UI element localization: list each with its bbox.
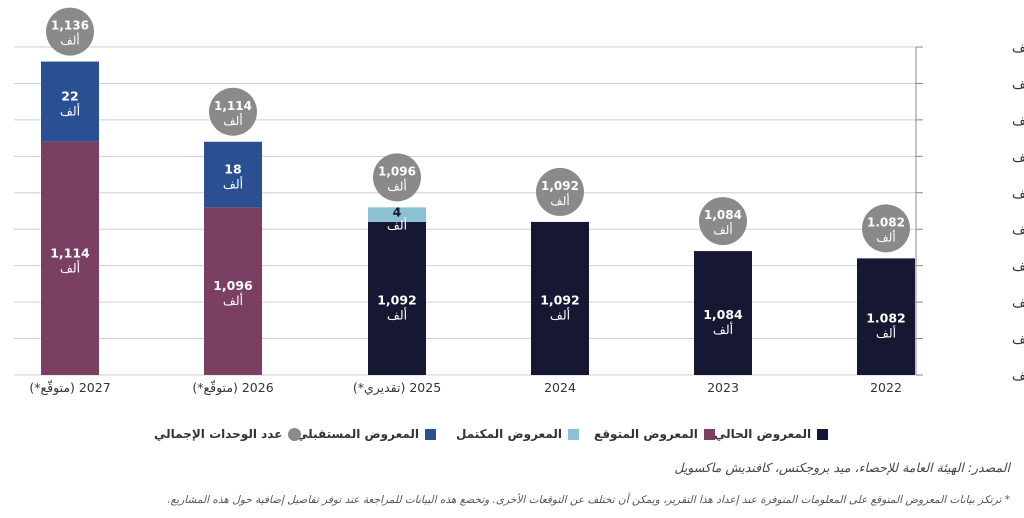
bar-value-label: 1,092 — [540, 292, 580, 307]
bar-unit-label: ألف — [713, 321, 733, 337]
bar-value-label: 18 — [224, 162, 241, 177]
footnote: * ترتكز بيانات المعروض المتوقع على المعل… — [167, 494, 1010, 506]
total-circle — [46, 7, 94, 56]
total-circle — [862, 204, 910, 253]
legend-swatch-expected — [703, 428, 715, 440]
bar-unit-label: ألف — [876, 325, 896, 341]
bar-unit-label: ألف — [60, 259, 80, 275]
legend-item-total: عدد الوحدات الإجمالي — [154, 424, 302, 444]
total-circle — [373, 153, 421, 202]
x-category-label: 2025 (تقديري*) — [353, 380, 441, 396]
bar-unit-label: ألف — [223, 292, 243, 308]
x-category-label: 2022 — [870, 380, 902, 395]
total-unit-label: ألف — [223, 113, 242, 128]
bar-value-label: 1,114 — [50, 245, 90, 260]
bar-segment — [368, 221, 426, 375]
total-value-label: 1,084 — [704, 208, 742, 222]
bar-value-label: 1,096 — [213, 278, 253, 293]
bar-segment — [694, 251, 752, 375]
bar-unit-label: ألف — [223, 176, 243, 192]
total-value-label: 1,092 — [541, 179, 579, 193]
bar-segment — [857, 258, 915, 375]
x-category-label: 2026 (متوقّع*) — [192, 380, 273, 396]
bar-segment — [41, 61, 99, 142]
y-tick-label: 1,050 ألف — [1012, 366, 1024, 384]
legend-label-total: عدد الوحدات الإجمالي — [154, 427, 283, 441]
x-category-label: 2024 — [544, 380, 576, 395]
legend-label-future: المعروض المستقبلي — [296, 427, 420, 441]
y-tick-label: 1,060 ألف — [1012, 330, 1024, 348]
y-tick-label: 1,110 ألف — [1012, 147, 1024, 165]
y-tick-label: 1,090 ألف — [1012, 220, 1024, 238]
bar-segment — [531, 221, 589, 375]
legend-label-completed: المعروض المكتمل — [456, 427, 562, 441]
source-note: المصدر: الهيئة العامة للإحصاء، ميد بروجك… — [674, 460, 1010, 475]
legend-label-current: المعروض الحالي — [714, 427, 812, 441]
total-value-label: 1.082 — [867, 215, 905, 229]
y-tick-label: 1,120 ألف — [1012, 111, 1024, 129]
legend-swatch-total — [288, 427, 302, 441]
bar-unit-label: ألف — [60, 103, 80, 119]
bar-unit-label: ألف — [387, 216, 407, 232]
gridlines — [14, 46, 923, 376]
bar-value-label: 1.082 — [866, 311, 906, 326]
legend-item-expected: المعروض المتوقع — [594, 424, 715, 444]
y-tick-label: 1,100 ألف — [1012, 184, 1024, 202]
y-tick-label: 1,130 ألف — [1012, 74, 1024, 92]
y-tick-label: 1,070 ألف — [1012, 293, 1024, 311]
x-category-label: 2023 — [707, 380, 739, 395]
bar-segment — [41, 141, 99, 375]
bar-unit-label: ألف — [387, 306, 407, 322]
x-axis-labels: 2027 (متوقّع*) 2026 (متوقّع*) 2025 (تقديري… — [29, 380, 902, 396]
legend-swatch-completed — [567, 428, 579, 440]
total-circle — [536, 167, 584, 216]
total-circle — [699, 197, 747, 246]
bar-unit-label: ألف — [550, 306, 570, 322]
legend-swatch-current — [817, 428, 829, 440]
bar-segment — [204, 141, 262, 208]
bars: 1,114ألف22ألف1,136ألف1,096ألف18ألف1,114أ… — [41, 7, 915, 375]
bar-value-label: 22 — [61, 89, 78, 104]
y-tick-label: 1,140 ألف — [1012, 38, 1024, 56]
y-tick-label: 1,080 ألف — [1012, 257, 1024, 275]
bar-value-label: 1,084 — [703, 307, 743, 322]
y-axis-labels: 1,050 ألف 1,060 ألف 1,070 ألف 1,080 ألف 1,09… — [1012, 38, 1024, 384]
legend-swatch-future — [425, 428, 437, 440]
legend-label-expected: المعروض المتوقع — [594, 427, 698, 441]
legend-item-future: المعروض المستقبلي — [296, 424, 437, 444]
total-unit-label: ألف — [60, 33, 79, 48]
legend-item-completed: المعروض المكتمل — [456, 424, 579, 444]
total-value-label: 1,114 — [214, 99, 252, 113]
bar-value-label: 4 — [393, 204, 402, 219]
total-value-label: 1,136 — [51, 19, 89, 33]
total-unit-label: ألف — [876, 229, 895, 244]
bar-segment — [368, 207, 426, 222]
total-unit-label: ألف — [387, 178, 406, 193]
bar-segment — [204, 207, 262, 375]
total-unit-label: ألف — [550, 193, 569, 208]
bar-value-label: 1,092 — [377, 292, 417, 307]
total-unit-label: ألف — [713, 222, 732, 237]
total-circle — [209, 87, 257, 136]
legend: المعروض الحالي المعروض المتوقع المعروض ا… — [0, 424, 1024, 444]
x-category-label: 2027 (متوقّع*) — [29, 380, 110, 396]
total-value-label: 1,096 — [378, 164, 416, 178]
legend-item-current: المعروض الحالي — [714, 424, 829, 444]
